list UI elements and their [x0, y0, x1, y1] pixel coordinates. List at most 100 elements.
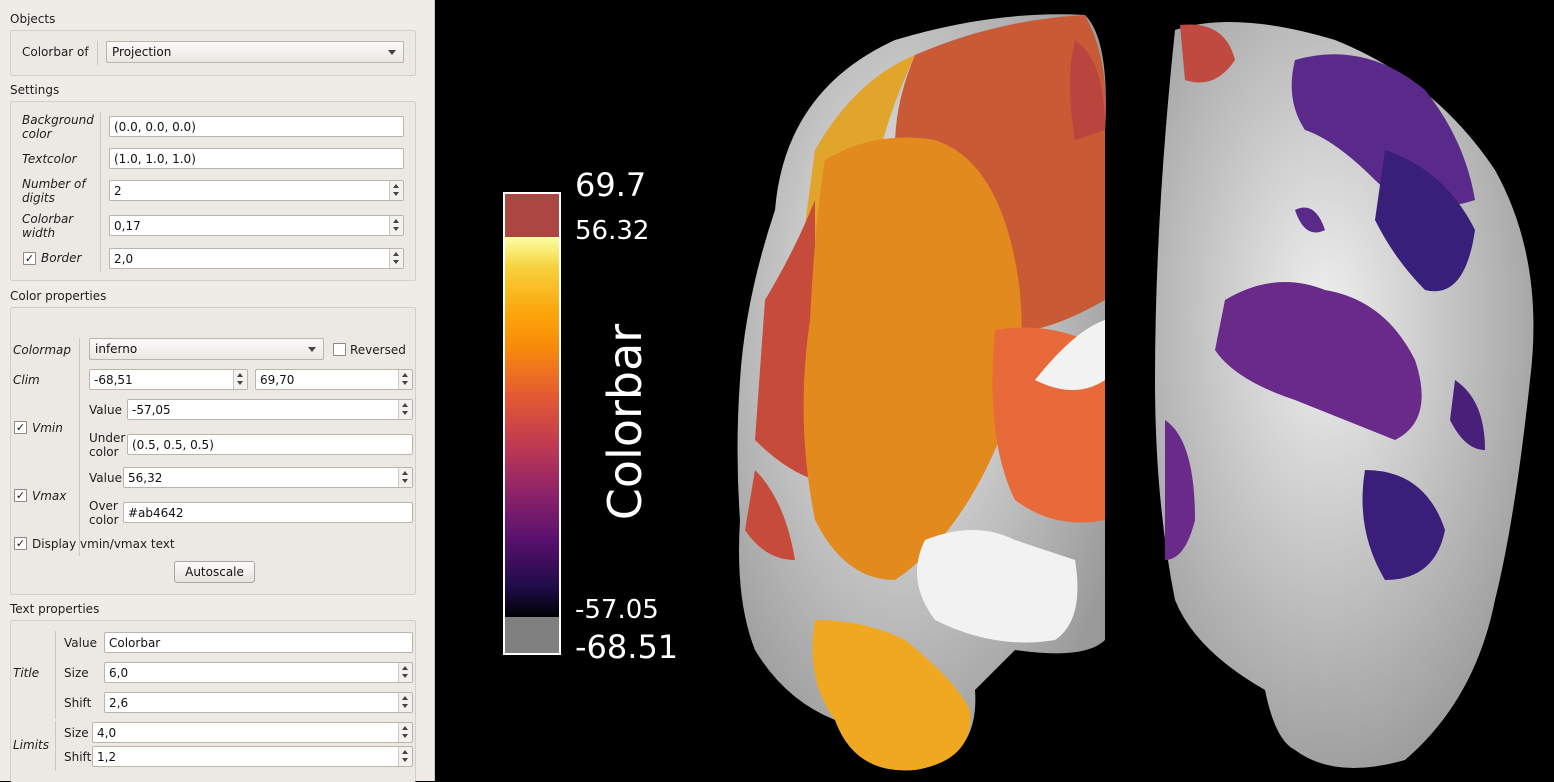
title-size-label: Size: [64, 666, 89, 680]
arrow-up-icon: [237, 373, 243, 377]
vmin-checkbox[interactable]: ✓: [14, 421, 27, 434]
clim-max-value: 69,70: [260, 373, 295, 387]
border-label: Border: [41, 251, 82, 265]
chevron-down-icon: [308, 347, 316, 352]
text-properties-section-title: Text properties: [10, 602, 100, 616]
spin-buttons[interactable]: [389, 216, 403, 235]
arrow-up-icon: [402, 666, 408, 670]
textcolor-label: Textcolor: [22, 152, 77, 166]
limits-label: Limits: [13, 738, 49, 752]
border-checkbox[interactable]: ✓: [23, 252, 36, 265]
colorbar-vmin-text: -57.05: [575, 595, 659, 625]
colorbar-under-color: [505, 617, 559, 653]
arrow-up-icon: [402, 726, 408, 730]
colormap-value: inferno: [95, 342, 138, 356]
colorbar-clim-min-text: -68.51: [575, 628, 679, 666]
under-color-field[interactable]: (0.5, 0.5, 0.5): [127, 434, 413, 455]
limits-shift-spinbox[interactable]: 1,2: [92, 746, 413, 767]
arrow-up-icon: [393, 219, 399, 223]
border-value: 2,0: [114, 252, 134, 266]
check-icon: ✓: [24, 252, 35, 265]
arrow-down-icon: [402, 479, 408, 483]
spin-buttons[interactable]: [398, 663, 412, 682]
limits-size-spinbox[interactable]: 4,0: [92, 722, 413, 743]
colorbar-width-spinbox[interactable]: 0,17: [109, 215, 404, 236]
divider: [100, 112, 101, 272]
limits-shift-value: 1,2: [97, 750, 117, 764]
background-color-field[interactable]: (0.0, 0.0, 0.0): [109, 116, 404, 137]
spin-buttons[interactable]: [398, 693, 412, 712]
spin-buttons[interactable]: [398, 370, 412, 389]
background-color-label: Background color: [22, 113, 94, 141]
spin-buttons[interactable]: [398, 747, 412, 766]
colorbar-clim-max-text: 69.7: [575, 166, 647, 204]
color-properties-group: Colormap inferno Reversed Clim -68,51 69…: [10, 307, 416, 595]
settings-group: Background color (0.0, 0.0, 0.0) Textcolo…: [10, 101, 416, 281]
arrow-down-icon: [402, 734, 408, 738]
text-properties-group: Title Value Colorbar Size 6,0 Shift 2,6 …: [10, 620, 416, 782]
vmin-label: Vmin: [32, 421, 63, 435]
number-of-digits-value: 2: [114, 184, 122, 198]
number-of-digits-spinbox[interactable]: 2: [109, 180, 404, 201]
clim-max-spinbox[interactable]: 69,70: [255, 369, 413, 390]
colorbar-over-color: [505, 194, 559, 237]
spin-buttons[interactable]: [398, 468, 412, 487]
arrow-up-icon: [402, 471, 408, 475]
arrow-up-icon: [402, 696, 408, 700]
colorbar-title: Colorbar: [598, 323, 652, 521]
arrow-down-icon: [402, 704, 408, 708]
divider: [55, 631, 56, 719]
scene-canvas[interactable]: 69.7 56.32 -57.05 -68.51 Colorbar: [435, 0, 1554, 781]
limits-size-value: 4,0: [97, 726, 117, 740]
divider: [55, 721, 56, 771]
vmax-label: Vmax: [32, 489, 67, 503]
arrow-down-icon: [393, 227, 399, 231]
reversed-checkbox[interactable]: [333, 343, 346, 356]
colorbar-of-value: Projection: [112, 45, 172, 59]
arrow-down-icon: [402, 381, 408, 385]
objects-section-title: Objects: [10, 12, 56, 26]
title-value-field[interactable]: Colorbar: [104, 632, 413, 653]
colormap-combo[interactable]: inferno: [89, 338, 324, 360]
arrow-up-icon: [393, 252, 399, 256]
colormap-label: Colormap: [13, 343, 71, 357]
spin-buttons[interactable]: [389, 249, 403, 268]
brain-surface: [737, 14, 1534, 771]
colorbar-width-label: Colorbar width: [22, 212, 74, 240]
arrow-up-icon: [402, 403, 408, 407]
display-vmin-vmax-label: Display vmin/vmax text: [32, 537, 175, 551]
reversed-label: Reversed: [350, 343, 406, 357]
vmax-checkbox[interactable]: ✓: [14, 489, 27, 502]
arrow-down-icon: [393, 192, 399, 196]
over-color-field[interactable]: #ab4642: [123, 502, 413, 523]
title-shift-spinbox[interactable]: 2,6: [104, 692, 413, 713]
divider: [79, 338, 80, 556]
border-spinbox[interactable]: 2,0: [109, 248, 404, 269]
colorbar-of-combo[interactable]: Projection: [106, 41, 404, 63]
autoscale-button[interactable]: Autoscale: [174, 561, 255, 583]
arrow-down-icon: [237, 381, 243, 385]
check-icon: ✓: [15, 537, 26, 550]
arrow-down-icon: [393, 260, 399, 264]
spin-buttons[interactable]: [233, 370, 247, 389]
vmin-value-spinbox[interactable]: -57,05: [127, 399, 413, 420]
clim-label: Clim: [13, 373, 40, 387]
spin-buttons[interactable]: [398, 723, 412, 742]
clim-min-spinbox[interactable]: -68,51: [89, 369, 248, 390]
display-vmin-vmax-checkbox[interactable]: ✓: [14, 537, 27, 550]
vmin-value-label: Value: [89, 403, 122, 417]
arrow-up-icon: [393, 184, 399, 188]
vmax-value-spinbox[interactable]: 56,32: [123, 467, 413, 488]
check-icon: ✓: [15, 421, 26, 434]
arrow-down-icon: [402, 674, 408, 678]
spin-buttons[interactable]: [398, 400, 412, 419]
spin-buttons[interactable]: [389, 181, 403, 200]
colorbar-width-value: 0,17: [114, 219, 141, 233]
colorbar-of-label: Colorbar of: [22, 45, 89, 59]
vmax-value: 56,32: [128, 471, 163, 485]
limits-shift-label: Shift: [64, 750, 92, 764]
textcolor-field[interactable]: (1.0, 1.0, 1.0): [109, 148, 404, 169]
title-size-spinbox[interactable]: 6,0: [104, 662, 413, 683]
settings-panel: Objects Colorbar of Projection Settings …: [0, 0, 435, 782]
objects-group: Colorbar of Projection: [10, 30, 416, 76]
